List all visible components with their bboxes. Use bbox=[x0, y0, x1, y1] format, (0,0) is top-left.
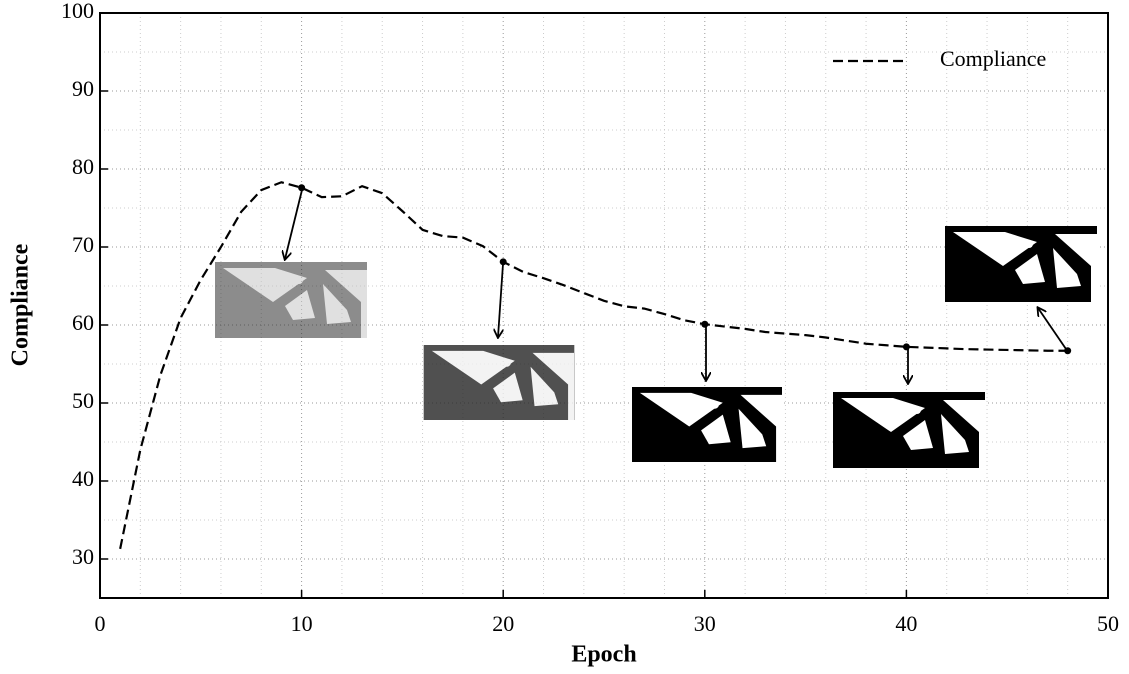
x-tick-label: 10 bbox=[291, 611, 313, 636]
y-tick-label: 100 bbox=[61, 0, 94, 23]
snapshot-image bbox=[632, 387, 782, 462]
legend-label: Compliance bbox=[940, 46, 1046, 71]
y-tick-label: 50 bbox=[72, 388, 94, 413]
snapshot-image bbox=[945, 226, 1097, 302]
x-tick-label: 0 bbox=[95, 611, 106, 636]
line bbox=[120, 182, 1068, 549]
snapshot-marker bbox=[701, 321, 708, 328]
snapshot-image bbox=[833, 392, 985, 468]
y-tick-label: 30 bbox=[72, 544, 94, 569]
y-tick-label: 80 bbox=[72, 154, 94, 179]
snapshot-image bbox=[215, 262, 367, 338]
y-axis-label: Compliance bbox=[8, 243, 34, 366]
x-tick-label: 40 bbox=[895, 611, 917, 636]
x-tick-label: 30 bbox=[694, 611, 716, 636]
x-tick-label: 50 bbox=[1097, 611, 1119, 636]
chart: 0 10 20 30 40 50 30 40 50 60 70 80 90 100 Compliance E… bbox=[0, 0, 1129, 674]
y-tick-label: 90 bbox=[72, 76, 94, 101]
snapshot-image bbox=[423, 345, 575, 420]
y-tick-label: 70 bbox=[72, 232, 94, 257]
snapshots bbox=[215, 190, 1097, 468]
x-tick-label: 20 bbox=[492, 611, 514, 636]
y-tick-label: 40 bbox=[72, 466, 94, 491]
x-axis-label: Epoch bbox=[571, 642, 636, 668]
y-tick-label: 60 bbox=[72, 310, 94, 335]
